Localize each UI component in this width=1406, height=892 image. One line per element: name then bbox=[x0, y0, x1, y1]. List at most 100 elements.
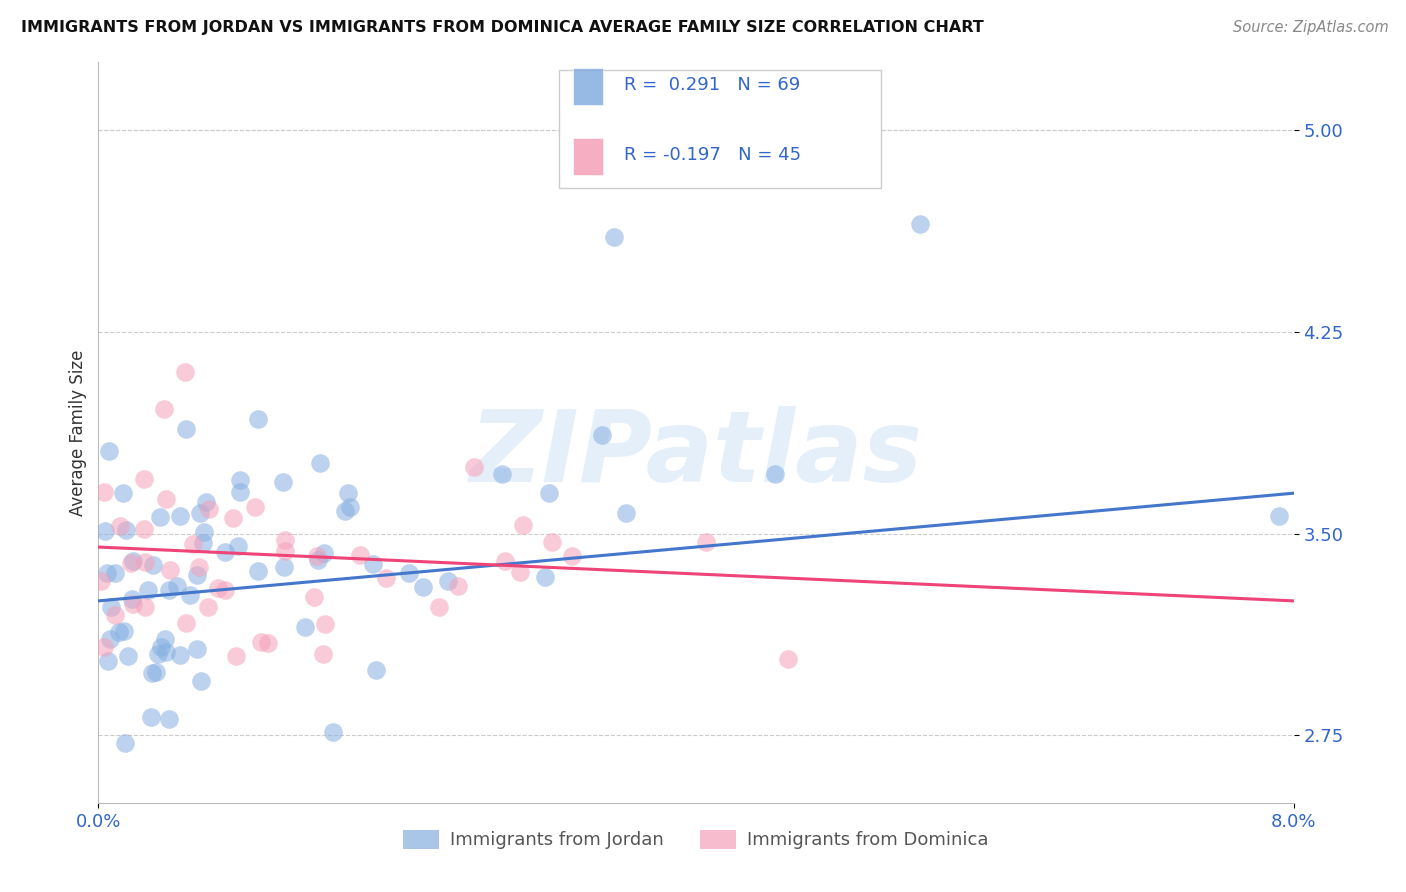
Point bbox=[157, 582, 180, 597]
Point bbox=[509, 565, 531, 579]
Point bbox=[222, 511, 245, 525]
Point bbox=[214, 583, 236, 598]
Point bbox=[491, 467, 513, 481]
Point bbox=[412, 580, 434, 594]
Y-axis label: Average Family Size: Average Family Size bbox=[69, 350, 87, 516]
FancyBboxPatch shape bbox=[572, 68, 603, 104]
Point bbox=[183, 537, 205, 551]
Point bbox=[273, 533, 295, 547]
Point bbox=[229, 473, 252, 487]
FancyBboxPatch shape bbox=[558, 70, 882, 188]
Point bbox=[132, 472, 155, 486]
Point bbox=[96, 566, 118, 580]
Point bbox=[195, 494, 218, 508]
Point bbox=[134, 600, 156, 615]
Point bbox=[207, 581, 229, 595]
Point bbox=[198, 502, 221, 516]
Point bbox=[153, 632, 176, 646]
Point bbox=[149, 510, 172, 524]
Point bbox=[274, 544, 297, 558]
Point bbox=[398, 566, 420, 581]
Point bbox=[695, 535, 717, 549]
Point bbox=[312, 647, 335, 661]
Point bbox=[314, 617, 336, 632]
Point bbox=[226, 539, 249, 553]
Point bbox=[307, 553, 329, 567]
Point bbox=[108, 519, 131, 533]
Point bbox=[304, 590, 326, 604]
Point bbox=[98, 444, 121, 458]
Point bbox=[229, 485, 252, 500]
Point bbox=[366, 664, 388, 678]
Text: ZIPatlas: ZIPatlas bbox=[470, 407, 922, 503]
Point bbox=[188, 560, 211, 574]
Point bbox=[225, 648, 247, 663]
Point bbox=[169, 509, 191, 524]
Point bbox=[427, 599, 450, 614]
Point bbox=[339, 500, 361, 515]
Point bbox=[117, 648, 139, 663]
Point bbox=[104, 608, 127, 623]
Point bbox=[538, 486, 561, 500]
Point bbox=[908, 217, 931, 231]
Point bbox=[139, 710, 162, 724]
Point bbox=[186, 567, 208, 582]
Point bbox=[561, 549, 583, 564]
Point bbox=[243, 500, 266, 515]
Point bbox=[776, 652, 799, 666]
Point bbox=[115, 523, 138, 537]
Text: R = -0.197   N = 45: R = -0.197 N = 45 bbox=[624, 146, 801, 164]
Point bbox=[246, 411, 269, 425]
Point bbox=[141, 665, 163, 680]
Point bbox=[146, 647, 169, 661]
Point bbox=[256, 636, 278, 650]
Point bbox=[361, 557, 384, 571]
Point bbox=[190, 674, 212, 689]
Point bbox=[98, 632, 121, 646]
Point bbox=[150, 640, 173, 654]
Point bbox=[176, 615, 198, 630]
Point bbox=[763, 467, 786, 482]
Point bbox=[159, 563, 181, 577]
Point bbox=[93, 640, 115, 654]
Point bbox=[112, 624, 135, 638]
Legend: Immigrants from Jordan, Immigrants from Dominica: Immigrants from Jordan, Immigrants from … bbox=[396, 823, 995, 856]
Point bbox=[145, 665, 167, 679]
Point bbox=[142, 558, 165, 572]
Point bbox=[97, 654, 120, 668]
Point bbox=[591, 428, 613, 442]
Point bbox=[157, 712, 180, 726]
Point bbox=[120, 556, 142, 570]
FancyBboxPatch shape bbox=[572, 138, 603, 175]
Point bbox=[134, 555, 156, 569]
Text: IMMIGRANTS FROM JORDAN VS IMMIGRANTS FROM DOMINICA AVERAGE FAMILY SIZE CORRELATI: IMMIGRANTS FROM JORDAN VS IMMIGRANTS FRO… bbox=[21, 20, 984, 35]
Point bbox=[305, 549, 328, 564]
Point bbox=[188, 507, 211, 521]
Point bbox=[273, 559, 295, 574]
Point bbox=[375, 571, 398, 585]
Point bbox=[541, 535, 564, 549]
Point bbox=[603, 230, 626, 244]
Point bbox=[193, 524, 215, 539]
Point bbox=[90, 574, 112, 588]
Point bbox=[309, 456, 332, 470]
Point bbox=[349, 549, 371, 563]
Point bbox=[322, 725, 344, 739]
Point bbox=[155, 646, 177, 660]
Point bbox=[436, 574, 458, 589]
Point bbox=[121, 591, 143, 606]
Point bbox=[136, 582, 159, 597]
Point bbox=[249, 635, 271, 649]
Point bbox=[100, 600, 122, 615]
Point bbox=[214, 545, 236, 559]
Point bbox=[166, 578, 188, 592]
Point bbox=[614, 506, 637, 520]
Text: Source: ZipAtlas.com: Source: ZipAtlas.com bbox=[1233, 20, 1389, 35]
Point bbox=[533, 570, 555, 584]
Point bbox=[104, 566, 127, 581]
Point bbox=[112, 486, 135, 500]
Point bbox=[294, 620, 316, 634]
Point bbox=[155, 492, 177, 507]
Text: R =  0.291   N = 69: R = 0.291 N = 69 bbox=[624, 76, 800, 94]
Point bbox=[122, 554, 145, 568]
